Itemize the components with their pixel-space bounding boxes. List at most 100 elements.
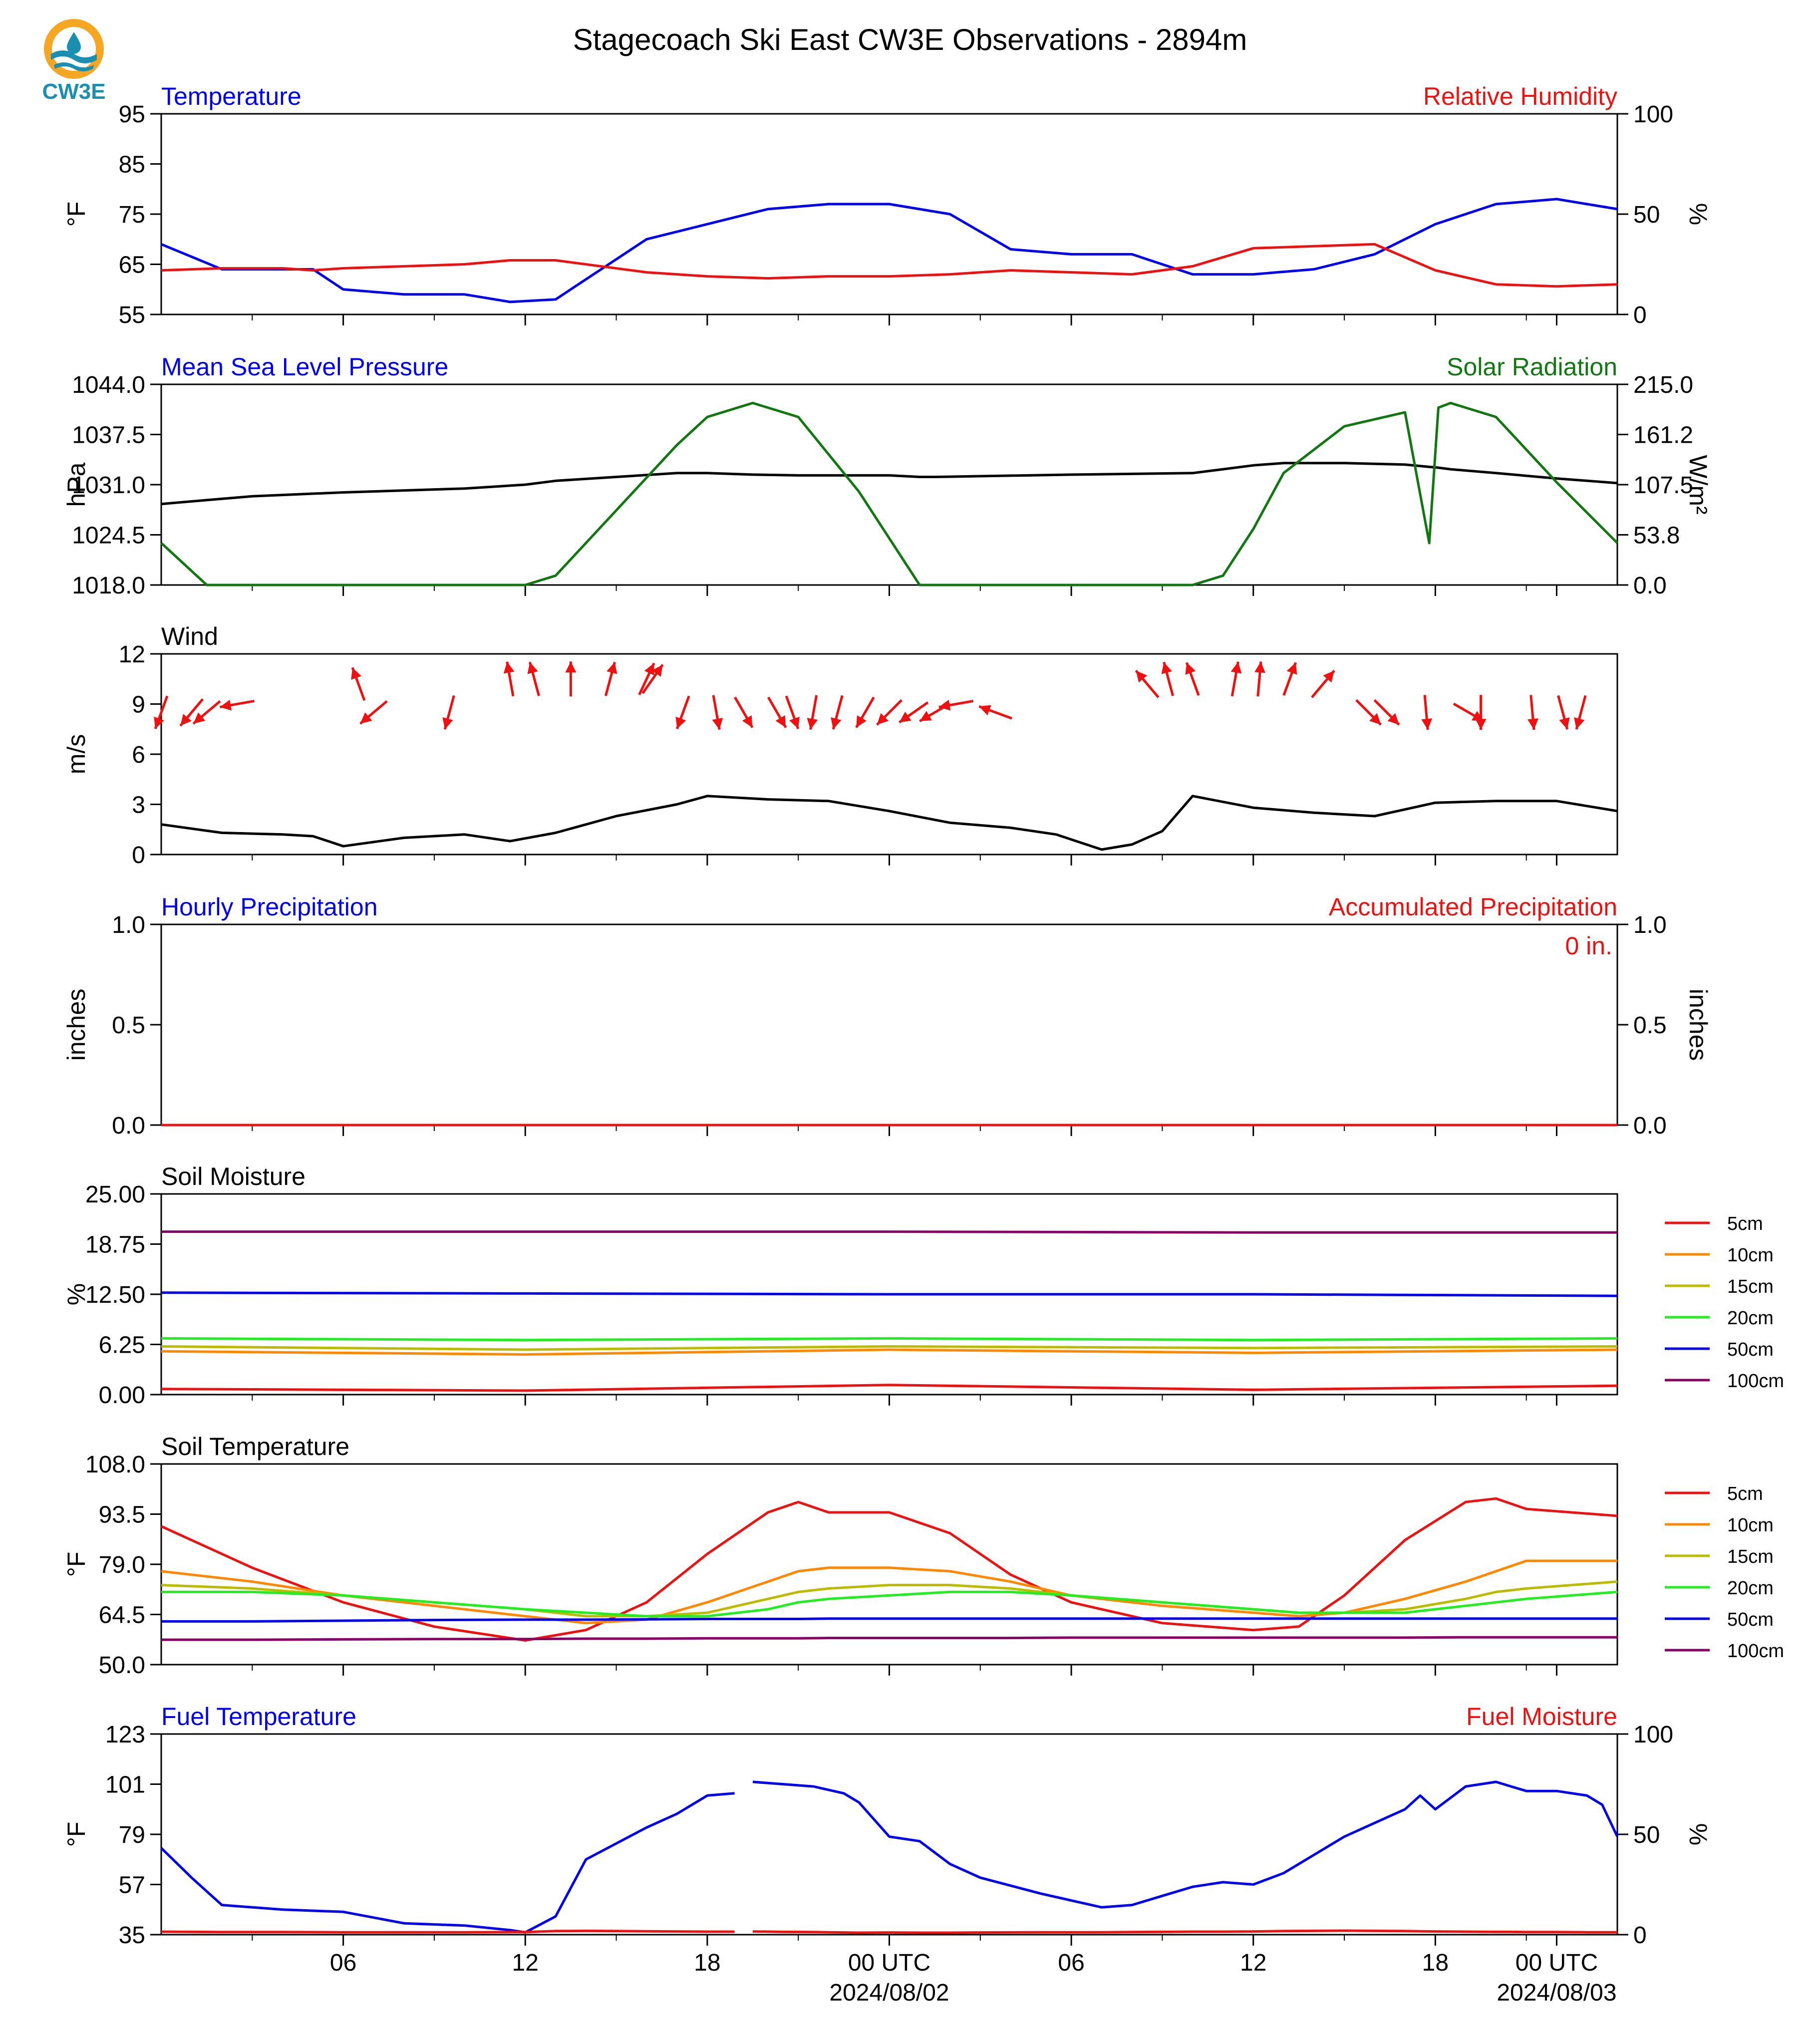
y-tick-label-right: 0.0 [1633,1113,1667,1139]
panel-title-left: Hourly Precipitation [161,893,378,921]
wind-arrow-head [651,664,663,677]
wind-direction-arrow [938,699,974,711]
y-axis-label-right: % [1684,1823,1712,1845]
wind-arrow-head [527,662,538,674]
legend-label: 50cm [1727,1609,1774,1630]
wind-arrow-head [1369,713,1381,725]
chart-panel-5: Soil Temperature 108.0 93.5 79.0 64.5 50.0 °F 5… [62,1433,1784,1679]
wind-arrow-head [360,712,372,724]
y-tick-label: 57 [119,1872,145,1899]
wind-direction-arrow [1135,669,1160,698]
x-tick-label: 18 [1422,1950,1449,1976]
y-axis-label-right: inches [1684,989,1712,1061]
wind-direction-arrow [1355,699,1382,726]
y-axis-label-right: % [1684,203,1712,225]
legend-label: 100cm [1727,1371,1784,1392]
y-tick-label: 1044.0 [72,372,145,398]
legend-label: 15cm [1727,1546,1774,1567]
wind-direction-arrow [978,705,1012,720]
wind-arrow-head [1254,661,1265,673]
y-axis-label: hPa [62,462,90,507]
wind-direction-arrow [565,661,577,697]
chart-panel-0: Temperature Relative Humidity 95 85 75 65 55 °F… [62,82,1712,328]
plot-frame [160,1463,1618,1666]
x-tick-label: 06 [330,1950,356,1976]
wind-arrow-head [154,716,164,729]
wind-direction-arrow [767,696,787,728]
panel-title-left: Temperature [161,82,302,110]
wind-direction-arrow [503,661,515,697]
y-tick-label: 64.5 [99,1602,145,1629]
y-tick-label-right: 50 [1633,202,1660,228]
wind-arrow-head [938,699,951,711]
wind-arrow-head [1286,662,1297,675]
y-tick-label: 75 [119,202,145,228]
wind-arrow-head [351,667,361,680]
panel-title-left: Soil Temperature [161,1433,349,1460]
series-line-10cm [161,1348,1618,1356]
y-tick-label: 12.50 [85,1282,145,1308]
y-tick-label: 6.25 [99,1332,145,1359]
y-tick-label-right: 161.2 [1633,422,1693,449]
wind-arrow-head [1421,718,1433,730]
wind-arrow-head [675,716,686,729]
chart-panel-3: Hourly Precipitation Accumulated Precipit… [62,893,1712,1139]
y-tick-label: 1037.5 [72,422,145,449]
chart-panel-6: Fuel Temperature Fuel Moisture 123 101 79 57 3… [62,1703,1712,1949]
wind-arrow-head [789,716,800,729]
wind-arrow-head [877,713,889,725]
wind-arrow-head [442,717,453,730]
wind-direction-arrow [807,695,818,730]
figure-title: Stagecoach Ski East CW3E Observations - … [573,23,1247,56]
wind-arrow-head [1387,713,1399,725]
x-date-label: 2024/08/02 [829,1980,949,2006]
series-line-wind-speed [161,795,1618,851]
y-tick-label: 79 [119,1822,145,1848]
series-line-relative-humidity [161,243,1618,288]
wind-direction-arrow [675,695,690,729]
y-axis-label: % [62,1283,90,1305]
cw3e-logo: CW3E [42,19,106,103]
series-line-fuel-temperature [160,1780,1619,1934]
wind-arrow-head [1161,662,1172,674]
wind-arrow-head [1136,670,1148,683]
series-line-20cm [161,1337,1618,1342]
legend-label: 100cm [1727,1641,1784,1662]
y-tick-label-right: 107.5 [1633,472,1693,499]
legend-label: 15cm [1727,1276,1774,1297]
series-line-5cm [161,1384,1618,1392]
x-tick-label: 12 [512,1950,539,1976]
wind-direction-arrow [831,695,844,730]
wind-direction-arrow [1421,695,1433,730]
y-tick-label-right: 53.8 [1633,523,1680,549]
y-tick-label-right: 0.5 [1633,1012,1667,1039]
panel-title-left: Mean Sea Level Pressure [161,353,448,381]
wind-arrow-head [1574,717,1585,730]
plot-frame [160,923,1618,1126]
legend-label: 5cm [1727,1483,1763,1504]
legend-label: 10cm [1727,1515,1774,1536]
y-tick-label: 9 [132,692,145,718]
legend-label: 5cm [1727,1213,1763,1234]
x-date-label: 2024/08/03 [1497,1980,1616,2006]
y-tick-label: 93.5 [99,1502,145,1528]
wind-arrow-head [220,699,232,711]
panel-title-left: Wind [161,622,218,650]
wind-direction-arrow [1254,661,1265,697]
wind-arrow-head [1185,662,1196,675]
series-line-50cm [161,1617,1617,1623]
wind-direction-arrow [876,699,903,726]
y-tick-label: 50.0 [99,1652,145,1679]
y-tick-label: 0.00 [99,1382,145,1409]
wind-arrow-head [856,715,867,728]
y-tick-label: 12 [119,641,145,668]
wind-direction-arrow [1373,699,1400,726]
series-line-fuel-moisture [161,1929,1617,1934]
series-line-10cm [161,1559,1617,1625]
y-tick-label-right: 100 [1633,1722,1673,1748]
wind-direction-arrow [1282,662,1297,696]
x-tick-label: 12 [1240,1950,1266,1976]
y-tick-label: 3 [132,792,145,819]
wind-direction-arrow [527,661,540,696]
